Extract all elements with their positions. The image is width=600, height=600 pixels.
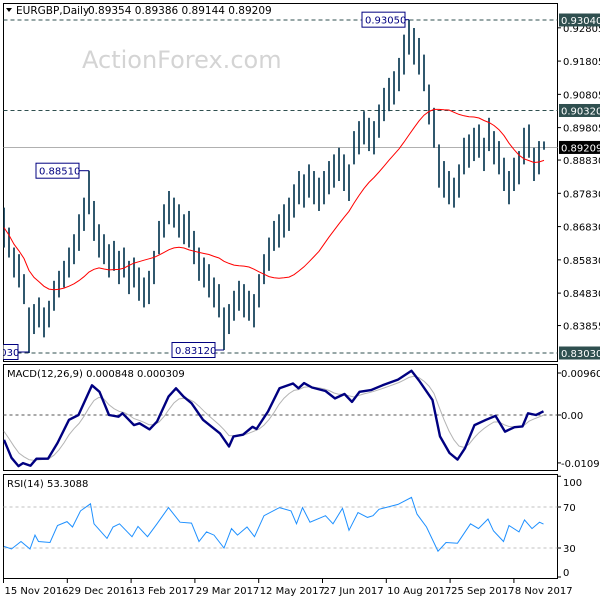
time-axis: 15 Nov 2016 29 Dec 2016 13 Feb 2017 29 Mar … bbox=[3, 578, 573, 597]
chart-header: EURGBP,Daily 0.89354 0.89386 0.89144 0.8… bbox=[6, 5, 272, 17]
level-price-label: 0.83030 bbox=[561, 349, 600, 360]
level-price-badge bbox=[559, 103, 600, 117]
price-tick-label: 0.83855 bbox=[563, 322, 600, 333]
date-label: 12 May 2017 bbox=[260, 586, 325, 597]
moving-average-line bbox=[3, 108, 545, 291]
rsi-panel[interactable]: 100 70 30 0 RSI(14) 53.3088 bbox=[3, 474, 583, 580]
annotation-text: 0.88510 bbox=[39, 167, 80, 178]
ohlc-values: 0.89354 0.89386 0.89144 0.89209 bbox=[88, 5, 272, 17]
macd-panel[interactable]: 0.009608 0.00 -0.010961 MACD(12,26,9) 0.00… bbox=[3, 364, 600, 471]
price-tick-label: 0.91805 bbox=[563, 57, 600, 68]
date-label: 25 Sep 2017 bbox=[451, 586, 514, 597]
rsi-tick-label: 0 bbox=[563, 568, 569, 579]
date-label: 27 Jun 2017 bbox=[324, 586, 384, 597]
annotation-box bbox=[3, 344, 19, 360]
macd-title: MACD(12,26,9) 0.000848 0.000309 bbox=[7, 369, 185, 380]
level-price-badge bbox=[559, 346, 600, 360]
annotation-text: 0.83030 bbox=[0, 348, 19, 359]
current-price-badge bbox=[559, 140, 600, 154]
price-tick-label: 0.90805 bbox=[563, 90, 600, 101]
price-annotation: 0.88510 bbox=[35, 162, 89, 179]
date-label: 15 Nov 2016 bbox=[5, 586, 69, 597]
macd-tick-label: -0.010961 bbox=[561, 459, 600, 470]
macd-panel-frame bbox=[3, 364, 558, 471]
price-tick-label: 0.89805 bbox=[563, 124, 600, 135]
rsi-tick-label: 100 bbox=[563, 478, 582, 489]
annotation-box bbox=[35, 162, 80, 179]
symbol-timeframe: EURGBP,Daily bbox=[16, 5, 89, 17]
price-bars bbox=[3, 19, 545, 353]
price-annotation: 0.83030 bbox=[0, 344, 29, 360]
rsi-tick-label: 30 bbox=[563, 544, 576, 555]
date-label: 8 Nov 2017 bbox=[515, 586, 573, 597]
macd-main-line bbox=[3, 369, 545, 468]
price-panel-frame bbox=[3, 3, 558, 362]
level-price-badge bbox=[559, 13, 600, 27]
rsi-title: RSI(14) 53.3088 bbox=[7, 479, 88, 490]
annotation-box bbox=[171, 342, 216, 359]
current-price-label: 0.89209 bbox=[561, 143, 600, 154]
date-label: 10 Aug 2017 bbox=[387, 586, 451, 597]
price-annotation: 0.93050 bbox=[361, 11, 409, 28]
macd-tick-label: 0.009608 bbox=[561, 369, 600, 380]
watermark: ActionForex.com bbox=[82, 46, 282, 74]
rsi-panel-frame bbox=[3, 474, 558, 579]
annotation-box bbox=[361, 11, 406, 28]
level-price-label: 0.93040 bbox=[561, 16, 600, 27]
annotation-text: 0.93050 bbox=[365, 16, 406, 27]
dropdown-triangle-icon[interactable] bbox=[6, 8, 12, 12]
date-label: 13 Feb 2017 bbox=[132, 586, 194, 597]
date-label: 29 Mar 2017 bbox=[196, 586, 259, 597]
rsi-tick-label: 70 bbox=[563, 503, 576, 514]
price-panel[interactable]: 0.93050 0.88510 0.83120 0.83030 0.92805 0.91… bbox=[0, 3, 600, 362]
annotation-text: 0.83120 bbox=[175, 346, 216, 357]
price-annotation: 0.83120 bbox=[171, 342, 224, 359]
level-price-label: 0.90320 bbox=[561, 106, 600, 117]
macd-tick-label: 0.00 bbox=[561, 411, 583, 422]
price-tick-label: 0.92805 bbox=[563, 24, 600, 35]
macd-signal-line bbox=[3, 375, 545, 461]
date-label: 29 Dec 2016 bbox=[68, 586, 132, 597]
rsi-line bbox=[3, 496, 544, 553]
